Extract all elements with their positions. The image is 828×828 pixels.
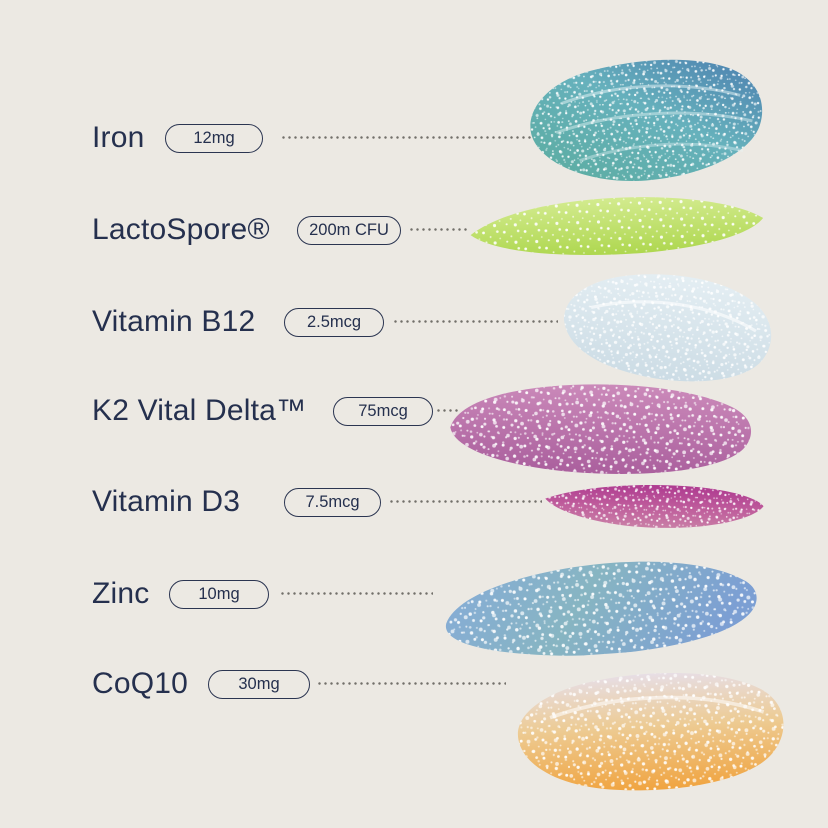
dose-pill-k2-vital-delta: 75mcg (333, 397, 433, 426)
gummy-layer-iron (530, 59, 763, 182)
dose-value-coq10: 30mg (238, 675, 280, 693)
dose-value-iron: 12mg (193, 129, 235, 147)
gummy-layer-k2-vital-delta (450, 384, 752, 474)
ingredient-label-k2-vital-delta: K2 Vital Delta™ (92, 394, 307, 427)
dose-pill-vitamin-d3: 7.5mcg (284, 488, 381, 517)
dose-pill-coq10: 30mg (208, 670, 310, 699)
ingredient-label-vitamin-d3: Vitamin D3 (92, 485, 241, 518)
leader-line-vitamin-b12 (394, 320, 558, 323)
dose-pill-vitamin-b12: 2.5mcg (284, 308, 384, 337)
ingredient-label-coq10: CoQ10 (92, 667, 189, 700)
gummy-layer-vitamin-d3 (545, 485, 764, 528)
gummy-layer-vitamin-b12 (564, 274, 772, 382)
dose-pill-zinc: 10mg (169, 580, 269, 609)
ingredient-label-vitamin-b12: Vitamin B12 (92, 305, 256, 338)
ingredient-label-lactospore: LactoSpore® (92, 213, 270, 246)
gummy-layer-lactospore (470, 197, 764, 255)
dose-value-k2-vital-delta: 75mcg (358, 402, 408, 420)
ingredient-label-iron: Iron (92, 121, 145, 154)
gummy-layer-coq10 (517, 673, 784, 791)
dose-pill-lactospore: 200m CFU (297, 216, 401, 245)
leader-line-lactospore (410, 228, 468, 231)
gummy-layer-zinc (446, 561, 757, 656)
dose-value-zinc: 10mg (198, 585, 240, 603)
dose-value-vitamin-b12: 2.5mcg (306, 313, 362, 331)
dose-value-vitamin-d3: 7.5mcg (305, 493, 360, 511)
leader-line-k2-vital-delta (437, 409, 461, 412)
leader-line-zinc (281, 592, 433, 595)
leader-line-coq10 (318, 682, 506, 685)
dose-pill-iron: 12mg (165, 124, 263, 153)
leader-line-vitamin-d3 (390, 500, 542, 503)
dose-value-lactospore: 200m CFU (309, 221, 389, 239)
leader-line-iron (282, 136, 542, 139)
ingredient-label-zinc: Zinc (92, 577, 150, 610)
